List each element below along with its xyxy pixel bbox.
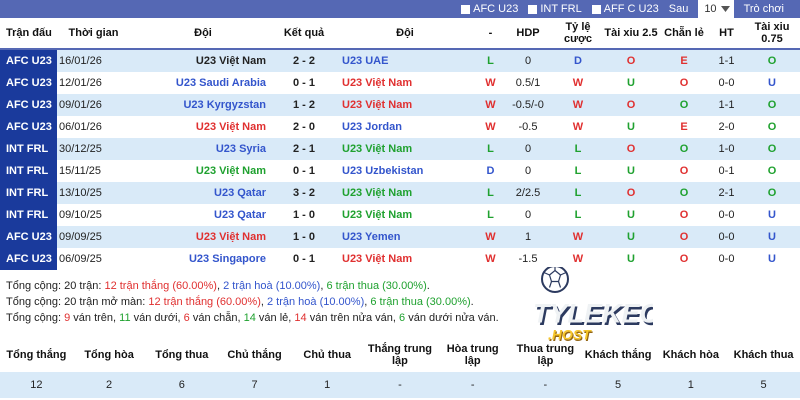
svg-text:TYLEKEO: TYLEKEO (533, 299, 653, 329)
svg-text:.HOST: .HOST (548, 327, 592, 343)
